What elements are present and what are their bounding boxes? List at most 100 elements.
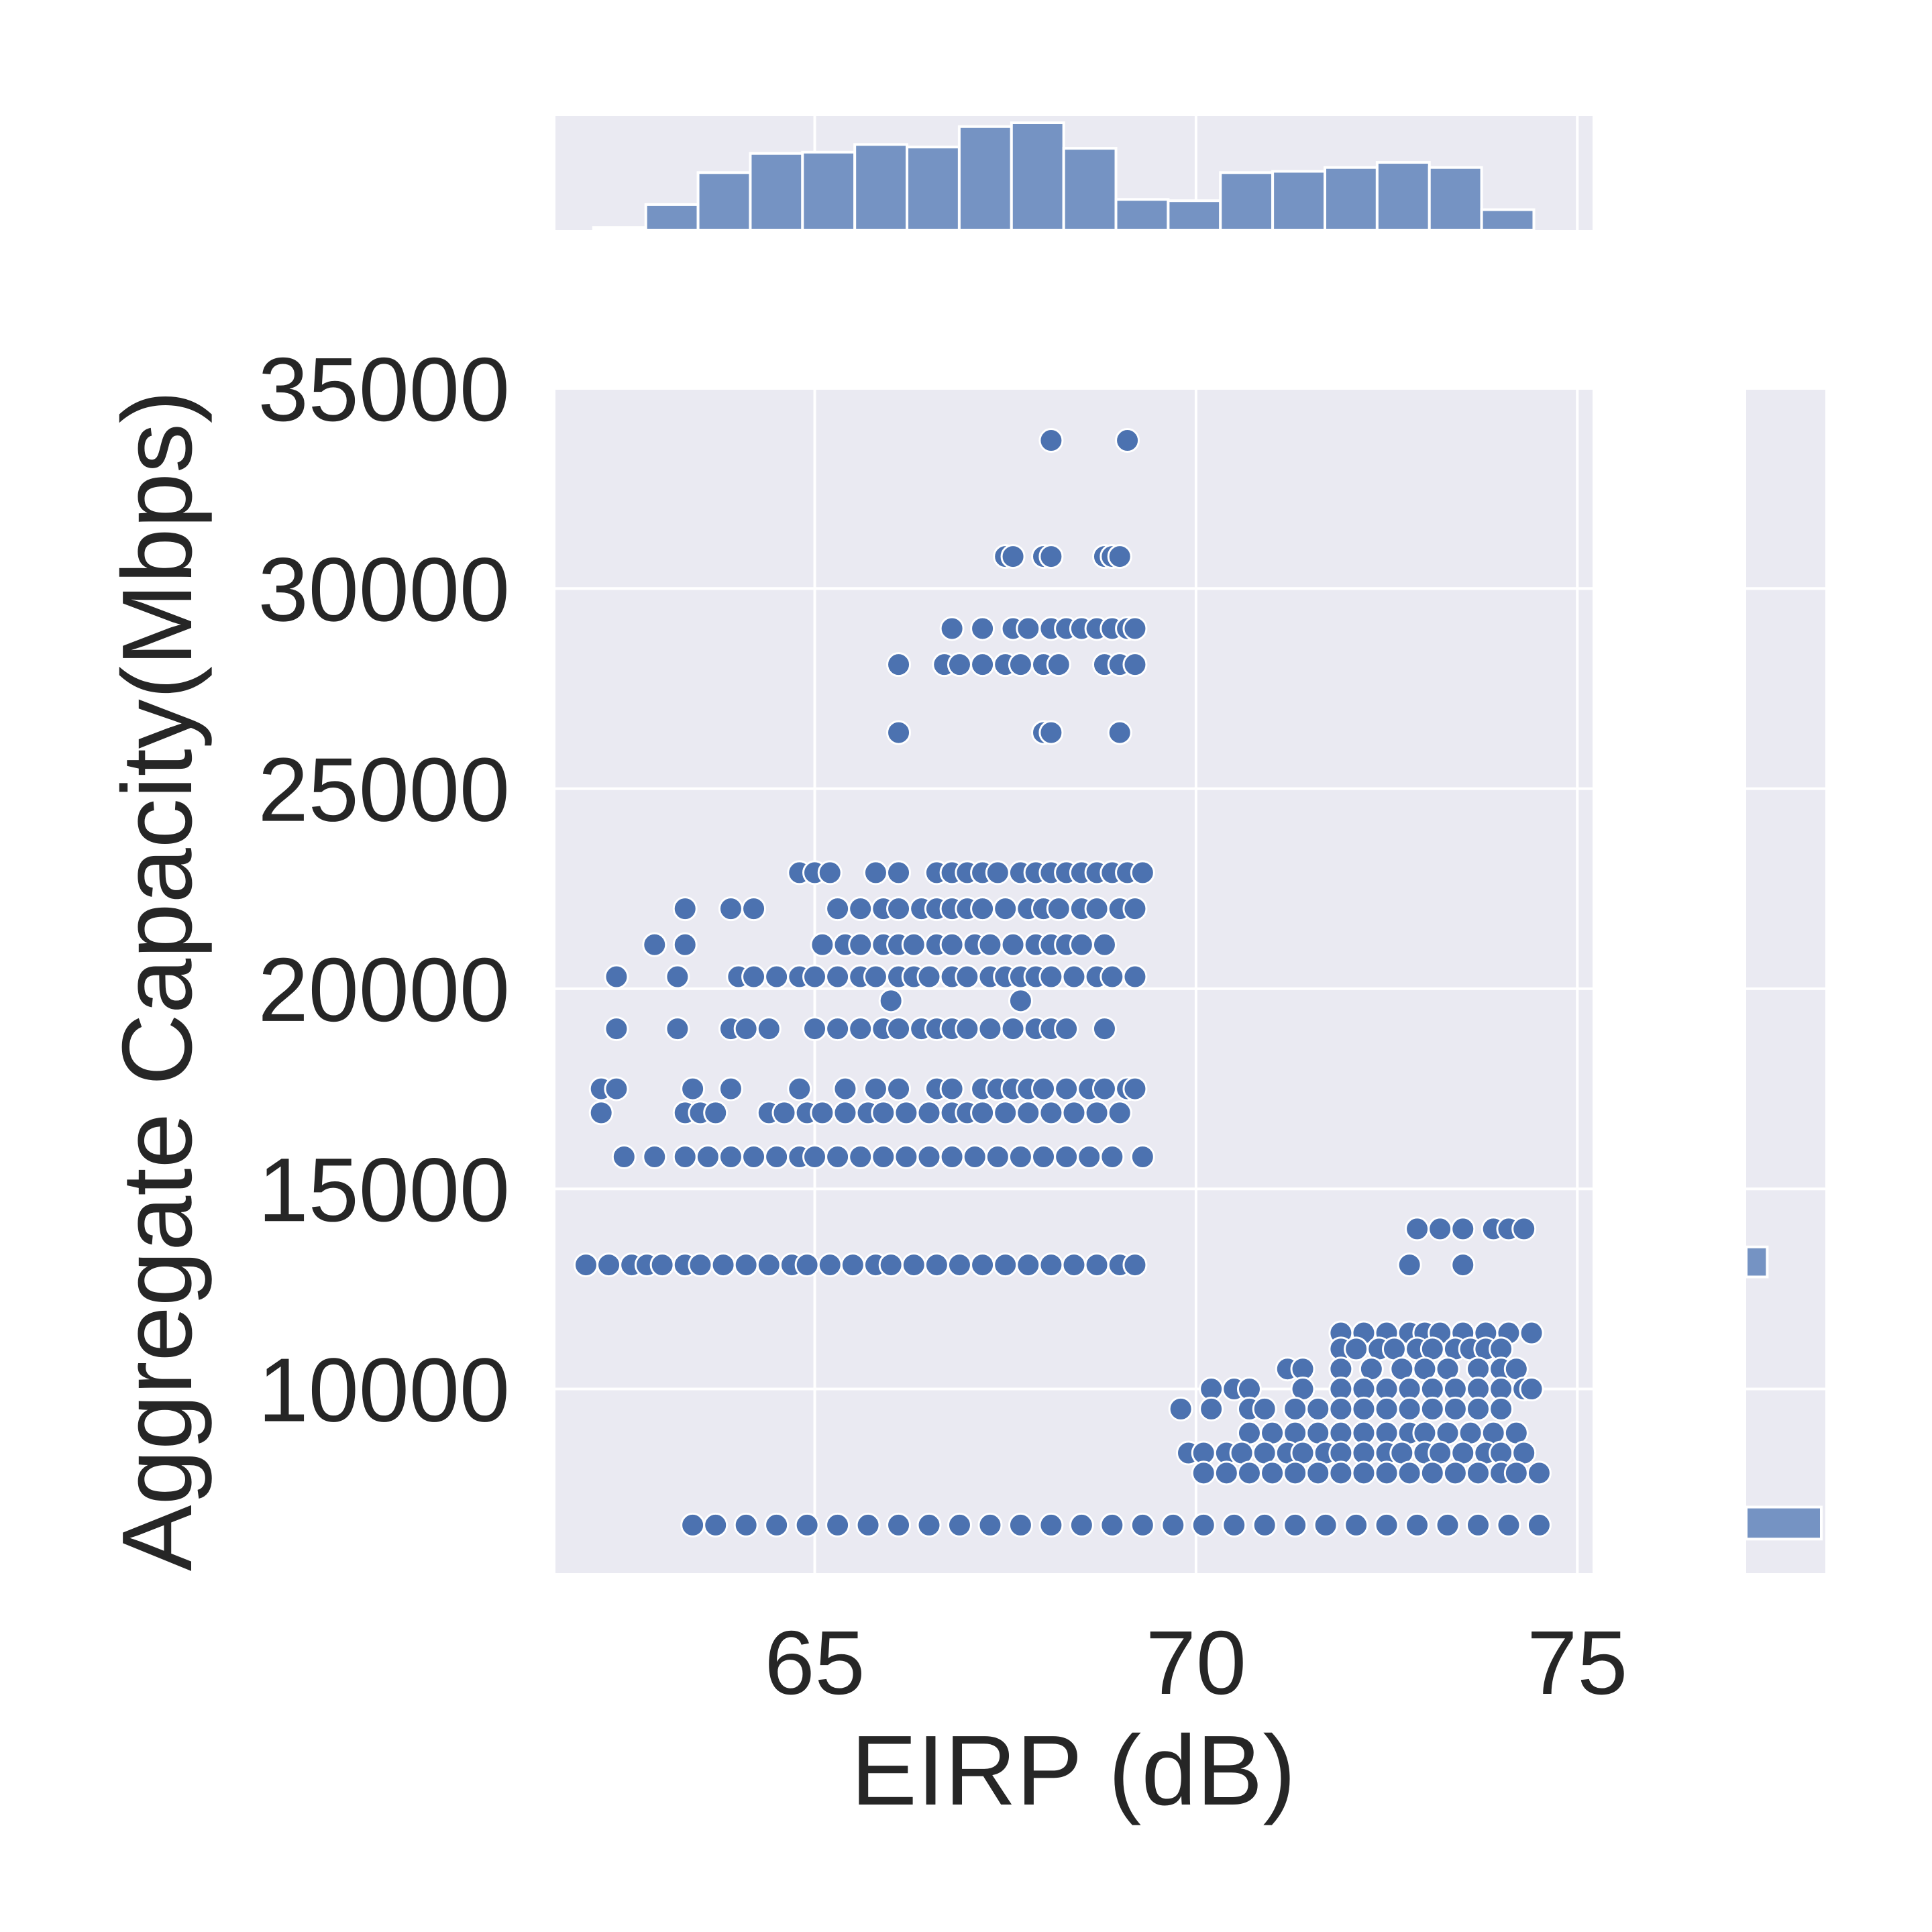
scatter-point	[1069, 1512, 1094, 1538]
scatter-point	[947, 1252, 972, 1278]
scatter-point	[1122, 616, 1148, 641]
scatter-point	[1008, 988, 1033, 1014]
scatter-point	[985, 860, 1010, 885]
scatter-point	[993, 1252, 1018, 1278]
right-histogram-grid	[1746, 387, 1825, 1391]
scatter-point	[1419, 1460, 1445, 1486]
scatter-point	[886, 1016, 912, 1042]
scatter-point	[901, 1252, 926, 1278]
scatter-point	[1054, 1144, 1079, 1170]
scatter-point	[1328, 1460, 1354, 1486]
scatter-point	[1031, 1144, 1057, 1170]
scatter-point	[977, 1512, 1003, 1538]
scatter-point	[1130, 860, 1155, 885]
scatter-point	[1374, 1512, 1399, 1538]
scatter-point	[977, 932, 1003, 957]
scatter-point	[1107, 720, 1132, 745]
scatter-point	[863, 1076, 888, 1102]
scatter-point	[1122, 652, 1148, 678]
scatter-point	[1107, 1100, 1132, 1126]
scatter-point	[1252, 1396, 1277, 1421]
scatter-point	[764, 964, 790, 989]
scatter-point	[1305, 1460, 1331, 1486]
scatter-point	[787, 1076, 812, 1102]
scatter-point	[1465, 1460, 1491, 1486]
scatter-point	[1374, 1460, 1399, 1486]
scatter-point	[825, 964, 851, 989]
scatter-point	[916, 1512, 942, 1538]
scatter-point	[1016, 616, 1041, 641]
y-tick-label: 35000	[258, 339, 510, 440]
y-tick-label: 20000	[258, 939, 510, 1040]
scatter-point	[688, 1252, 713, 1278]
scatter-point	[1091, 1076, 1117, 1102]
scatter-point	[741, 896, 767, 922]
x-histogram-bar	[1271, 170, 1326, 231]
scatter-point	[886, 1076, 912, 1102]
scatter-point	[604, 964, 629, 989]
top-marginal-histogram	[555, 116, 1593, 232]
scatter-point	[840, 1252, 865, 1278]
scatter-point	[665, 964, 690, 989]
scatter-point	[1199, 1396, 1224, 1421]
scatter-point	[947, 652, 972, 678]
scatter-point	[1519, 1320, 1544, 1346]
scatter-point	[886, 1512, 912, 1538]
x-histogram-bar	[1375, 161, 1431, 231]
scatter-point	[1397, 1396, 1422, 1421]
scatter-point	[771, 1100, 797, 1126]
right-histogram-bars	[1745, 1245, 1823, 1541]
scatter-point	[1283, 1512, 1308, 1538]
scatter-point	[1283, 1396, 1308, 1421]
scatter-point	[1191, 1460, 1216, 1486]
scatter-point	[1313, 1512, 1338, 1538]
scatter-point	[916, 964, 942, 989]
x-histogram-bar	[1062, 147, 1118, 232]
scatter-point	[718, 1144, 743, 1170]
x-histogram-bar	[853, 143, 909, 231]
scatter-point	[1008, 1144, 1033, 1170]
x-histogram-bar	[801, 150, 857, 231]
scatter-point	[672, 932, 698, 957]
scatter-point	[1038, 1512, 1064, 1538]
scatter-point	[1099, 1512, 1125, 1538]
x-histogram-bar	[906, 146, 961, 231]
scatter-point	[596, 1252, 622, 1278]
scatter-point	[1115, 428, 1140, 453]
scatter-point	[1260, 1460, 1285, 1486]
scatter-point	[886, 652, 912, 678]
x-histogram-bar	[1114, 198, 1170, 231]
y-histogram-bar	[1745, 1245, 1769, 1279]
scatter-point	[901, 932, 926, 957]
scatter-point	[886, 860, 912, 885]
scatter-point	[1122, 1252, 1148, 1278]
scatter-point	[1405, 1216, 1430, 1242]
scatter-point	[1084, 896, 1110, 922]
x-histogram-bar	[1480, 208, 1536, 231]
scatter-point	[733, 1512, 759, 1538]
scatter-point	[871, 1100, 896, 1126]
scatter-point	[1008, 1512, 1033, 1538]
scatter-point	[863, 860, 888, 885]
scatter-point	[1526, 1512, 1552, 1538]
scatter-point	[848, 1016, 873, 1042]
scatter-point	[863, 964, 888, 989]
scatter-point	[1236, 1460, 1262, 1486]
scatter-point	[886, 896, 912, 922]
scatter-point	[764, 1144, 790, 1170]
scatter-point	[1122, 964, 1148, 989]
scatter-point	[1503, 1460, 1529, 1486]
scatter-point	[672, 1144, 698, 1170]
scatter-point	[825, 1512, 851, 1538]
scatter-point	[848, 1144, 873, 1170]
scatter-point	[955, 964, 980, 989]
top-histogram-bars	[592, 121, 1536, 232]
scatter-point	[1222, 1512, 1247, 1538]
scatter-point	[970, 616, 996, 641]
scatter-point	[1374, 1396, 1399, 1421]
scatter-point	[1344, 1512, 1369, 1538]
scatter-point	[1122, 896, 1148, 922]
x-tick-labels: 65 70 75	[764, 1612, 1627, 1713]
x-histogram-bar	[696, 171, 752, 231]
scatter-point	[1496, 1512, 1521, 1538]
